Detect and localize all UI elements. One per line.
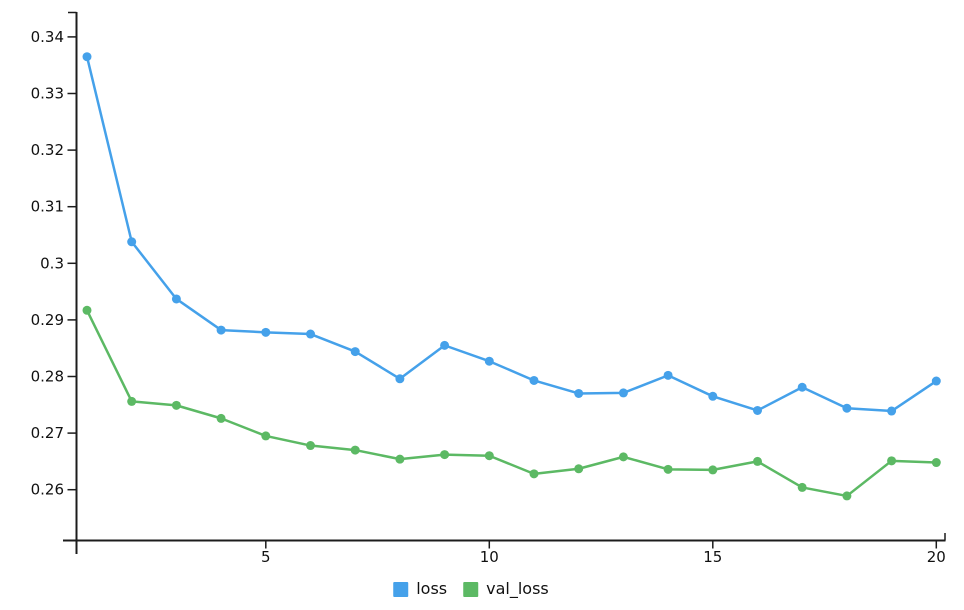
val_loss-point[interactable] [931,458,941,468]
loss-point[interactable] [127,237,137,247]
val_loss-point[interactable] [574,464,584,474]
x-tick-label: 15 [703,548,722,566]
val_loss-point[interactable] [216,413,226,423]
loss-point[interactable] [529,375,539,385]
y-tick-label: 0.34 [31,28,64,46]
val_loss-point[interactable] [663,464,673,474]
x-tick-label: 10 [480,548,499,566]
loss-point[interactable] [82,52,92,62]
val_loss-point[interactable] [261,431,271,441]
y-tick-label: 0.27 [31,424,64,442]
loss-point[interactable] [753,405,762,415]
loss-legend-label: loss [416,579,448,598]
loss-point[interactable] [171,294,181,304]
x-tick-label: 20 [927,548,946,566]
loss-point[interactable] [618,388,628,398]
val_loss-point[interactable] [395,454,405,464]
loss-point[interactable] [261,327,271,337]
y-tick-label: 0.29 [31,311,64,329]
y-tick-label: 0.26 [31,481,64,499]
val_loss-point[interactable] [887,456,897,466]
y-tick-label: 0.33 [31,85,64,103]
loss-point[interactable] [574,388,584,398]
val_loss-point[interactable] [127,396,137,406]
val_loss-point[interactable] [484,451,494,461]
val_loss-point[interactable] [797,482,807,492]
legend-item-val-loss[interactable]: val_loss [463,581,549,597]
y-tick-label: 0.31 [31,198,64,216]
val_loss-point[interactable] [82,305,92,315]
loss-point[interactable] [440,340,450,350]
loss-point[interactable] [797,382,807,392]
loss-point[interactable] [395,374,405,384]
y-tick-label: 0.3 [40,254,64,272]
loss-point[interactable] [350,347,360,357]
loss-point[interactable] [887,406,897,416]
val-loss-swatch-icon [463,581,479,597]
val_loss-point[interactable] [440,450,450,460]
loss-point[interactable] [842,403,852,413]
val_loss-point[interactable] [753,456,762,466]
loss-point[interactable] [931,376,941,386]
val_loss-point[interactable] [708,465,718,475]
loss-line [85,55,938,413]
loss-swatch-icon [393,581,409,597]
val_loss-point[interactable] [306,441,315,451]
val_loss-line [85,309,938,498]
chart-legend: loss val_loss [393,581,549,597]
legend-item-loss[interactable]: loss [393,581,447,597]
y-tick-label: 0.28 [31,368,64,386]
loss-point[interactable] [216,325,226,335]
loss-point[interactable] [306,329,315,339]
val_loss-point[interactable] [842,491,852,501]
y-tick-label: 0.32 [31,141,64,159]
loss-point[interactable] [663,370,673,380]
val_loss-point[interactable] [618,452,628,462]
val-loss-legend-label: val_loss [486,579,549,598]
loss-point[interactable] [484,356,494,366]
x-tick-label: 5 [261,548,271,566]
val_loss-point[interactable] [171,400,181,410]
val_loss-point[interactable] [350,445,360,455]
loss-point[interactable] [708,391,718,401]
val_loss-point[interactable] [529,469,539,479]
